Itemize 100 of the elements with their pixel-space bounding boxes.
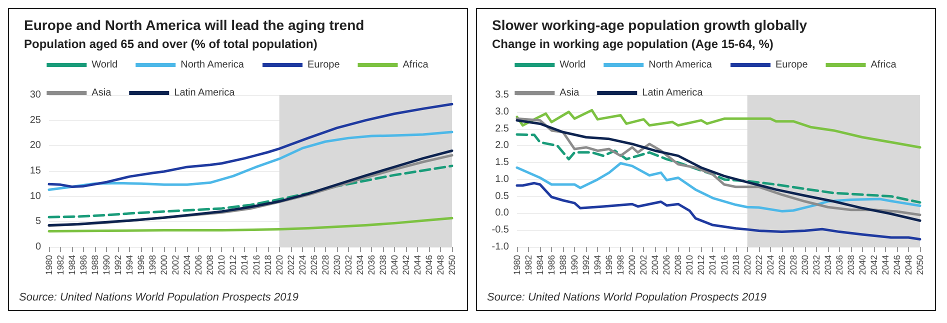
- y-tick-label: 25: [30, 114, 42, 126]
- x-tick-label: 1994: [592, 255, 603, 276]
- x-tick-label: 2012: [696, 255, 706, 276]
- x-tick-label: 2036: [834, 255, 844, 276]
- x-tick-label: 2004: [182, 255, 192, 276]
- legend-label: Europe: [776, 60, 808, 70]
- x-tick-label: 1998: [616, 255, 626, 276]
- x-tick-label: 2008: [673, 255, 684, 276]
- legend-label: Africa: [870, 60, 897, 70]
- x-tick-label: 2012: [228, 255, 238, 276]
- x-tick-label: 2014: [240, 255, 250, 276]
- legend-label: Asia: [560, 88, 580, 98]
- x-tick-label: 2042: [868, 255, 879, 276]
- x-tick-label: 2026: [308, 255, 319, 276]
- line-series: [48, 130, 454, 191]
- line-series: [516, 162, 922, 212]
- x-tick-label: 2026: [776, 255, 787, 276]
- x-tick-label: 2034: [822, 255, 833, 276]
- x-tick-label: 2048: [903, 255, 914, 276]
- legend-label: World: [560, 60, 586, 70]
- x-tick-label: 2032: [811, 255, 822, 276]
- x-tick-label: 1996: [136, 255, 146, 276]
- source-note: Source: United Nations World Population Prospects 2019: [487, 292, 766, 304]
- chart-subtitle: Population aged 65 and over (% of total population): [24, 37, 318, 51]
- line-series: [48, 164, 454, 218]
- x-tick-label: 1990: [570, 255, 580, 276]
- x-tick-label: 2010: [684, 255, 695, 276]
- x-tick-label: 2048: [435, 255, 446, 276]
- x-tick-label: 2006: [194, 255, 204, 276]
- x-tick-label: 2040: [857, 255, 868, 276]
- legend-label: Africa: [402, 60, 429, 70]
- x-tick-label: 2046: [424, 255, 434, 276]
- x-tick-label: 2006: [662, 255, 672, 276]
- x-tick-label: 1992: [581, 255, 592, 276]
- x-tick-label: 2022: [754, 255, 764, 276]
- x-tick-label: 1986: [546, 255, 557, 276]
- line-series: [516, 133, 922, 204]
- line-series: [516, 182, 922, 240]
- source-note: Source: United Nations World Population Prospects 2019: [19, 292, 298, 304]
- x-tick-label: 2000: [159, 255, 170, 276]
- y-tick-label: 15: [30, 166, 42, 176]
- line-series: [48, 216, 454, 233]
- x-tick-label: 1990: [102, 255, 112, 276]
- x-tick-label: 1994: [124, 255, 135, 276]
- y-tick-label: 30: [30, 90, 42, 100]
- x-tick-label: 2002: [170, 255, 181, 276]
- x-tick-label: 2040: [389, 255, 400, 276]
- x-tick-label: 2050: [447, 255, 457, 276]
- y-tick-label: 2.5: [495, 123, 510, 134]
- x-tick-label: 2044: [880, 255, 890, 276]
- x-tick-label: 1988: [90, 255, 100, 276]
- x-tick-label: 1996: [604, 255, 614, 276]
- legend-label: World: [92, 60, 118, 70]
- x-tick-label: 2000: [627, 255, 638, 276]
- x-tick-label: 2032: [343, 255, 354, 276]
- x-tick-label: 2020: [742, 255, 752, 276]
- y-tick-label: 1.0: [495, 174, 510, 185]
- x-tick-label: 2042: [400, 255, 411, 276]
- x-tick-label: 2008: [205, 255, 216, 276]
- x-tick-label: 2034: [354, 255, 365, 276]
- y-tick-label: 1.5: [495, 157, 510, 168]
- x-tick-label: 2016: [719, 255, 730, 276]
- x-tick-label: 2038: [846, 255, 856, 276]
- y-tick-label: 10: [30, 190, 42, 202]
- line-series: [516, 108, 922, 149]
- x-tick-label: 2030: [800, 255, 810, 276]
- y-tick-label: 0: [35, 242, 42, 252]
- y-tick-label: 3.0: [495, 106, 510, 118]
- x-tick-label: 1992: [113, 255, 124, 276]
- x-tick-label: 1982: [56, 255, 66, 276]
- y-tick-label: 0.5: [495, 190, 510, 202]
- chart-title: Europe and North America will lead the aging trend: [24, 17, 364, 33]
- legend-label: Europe: [308, 60, 340, 70]
- x-tick-label: 1982: [524, 255, 534, 276]
- x-tick-label: 2024: [297, 255, 308, 276]
- x-tick-label: 1980: [512, 255, 522, 276]
- x-tick-label: 2024: [765, 255, 776, 276]
- x-tick-label: 1980: [44, 255, 54, 276]
- x-tick-label: 1986: [78, 255, 89, 276]
- x-tick-label: 2022: [286, 255, 296, 276]
- legend-label: Asia: [92, 88, 112, 98]
- chart-subtitle: Change in working age population (Age 15-64, %): [492, 37, 774, 51]
- x-tick-label: 2002: [638, 255, 649, 276]
- x-tick-label: 2028: [320, 255, 330, 276]
- x-tick-label: 2038: [378, 255, 388, 276]
- chart-title: Slower working-age population growth globally: [492, 17, 808, 33]
- x-tick-label: 2020: [274, 255, 284, 276]
- x-tick-label: 2028: [788, 255, 798, 276]
- x-tick-label: 2030: [332, 255, 342, 276]
- x-tick-label: 2046: [892, 255, 902, 276]
- x-tick-label: 2016: [251, 255, 262, 276]
- x-tick-label: 1984: [67, 255, 78, 276]
- line-series: [48, 102, 454, 188]
- x-tick-label: 2036: [366, 255, 376, 276]
- legend-label: North America: [180, 60, 244, 70]
- x-tick-label: 2004: [650, 255, 660, 276]
- x-tick-label: 2014: [708, 255, 718, 276]
- x-tick-label: 2018: [262, 255, 273, 276]
- y-tick-label: 20: [30, 140, 42, 152]
- legend-label: North America: [648, 60, 712, 70]
